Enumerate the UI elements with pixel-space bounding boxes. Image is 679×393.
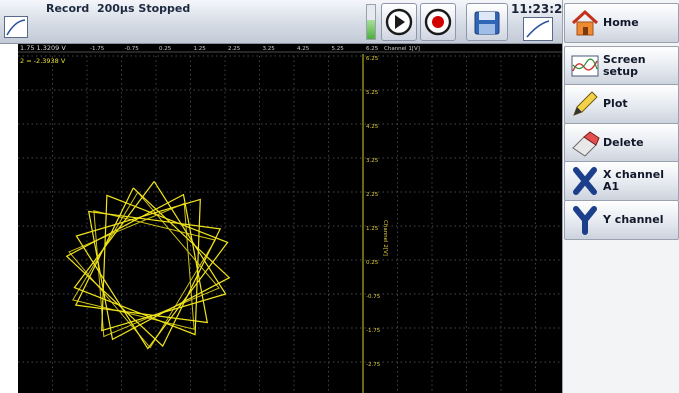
x-tick-label: -0.75 [125, 46, 140, 52]
x-channel-label: X channel A1 [603, 168, 664, 193]
y-channel-icon [573, 206, 597, 235]
y-tick-label: -1.75 [366, 328, 381, 334]
y-tick-label: -0.75 [366, 294, 381, 300]
screen-setup-button[interactable]: Screen setup [564, 46, 679, 86]
cursor-readout-1: 1.75 1.3209 V [20, 44, 66, 52]
x-tick-label: 5.25 [332, 46, 345, 52]
delete-button[interactable]: Delete [564, 123, 679, 163]
play-icon [385, 8, 413, 36]
eraser-icon [572, 131, 600, 157]
record-button[interactable] [420, 3, 456, 41]
trace-star-3 [68, 191, 220, 349]
plot-label: Plot [603, 97, 628, 110]
home-button[interactable]: Home [564, 3, 679, 43]
status-bar: Record 200µs Stopped 11:23:22 [0, 0, 571, 44]
memory-level-meter [366, 4, 376, 40]
y-axis-title: Channel 2[V] [382, 220, 388, 256]
y-tick-label: -2.75 [366, 362, 381, 368]
trace-star-2 [73, 181, 229, 350]
x-tick-label: 6.25 [366, 46, 379, 52]
x-tick-label: -1.75 [90, 46, 105, 52]
y-tick-label: 6.25 [366, 56, 379, 62]
save-disk-icon [474, 11, 500, 35]
x-channel-button[interactable]: X channel A1 [564, 161, 679, 201]
delete-label: Delete [603, 136, 644, 149]
x-tick-label: 3.25 [263, 46, 276, 52]
x-tick-label: 2.25 [228, 46, 241, 52]
y-axis: 6.25 5.25 4.25 3.25 2.25 1.25 0.25 -0.75 -1.75 -2… [362, 54, 381, 393]
record-icon [424, 8, 452, 36]
trace-preview-icon[interactable] [523, 17, 553, 41]
x-tick-label: 1.25 [194, 46, 207, 52]
screen-setup-icon [571, 55, 599, 77]
y-tick-label: 2.25 [366, 192, 379, 198]
y-tick-label: 0.25 [366, 260, 379, 266]
play-button[interactable] [381, 3, 417, 41]
xy-plot: 6.25 5.25 4.25 3.25 2.25 1.25 0.25 -0.75 -1.75 -2… [18, 44, 562, 393]
xy-plot-area[interactable]: 6.25 5.25 4.25 3.25 2.25 1.25 0.25 -0.75 -1.75 -2… [18, 44, 562, 393]
x-tick-label: 0.25 [159, 46, 172, 52]
y-tick-label: 3.25 [366, 158, 379, 164]
home-label: Home [603, 16, 639, 29]
cursor-readout-2: 2 = -2.3938 V [20, 57, 66, 65]
save-button[interactable] [466, 3, 508, 41]
screen-setup-label: Screen setup [603, 53, 646, 78]
x-axis: -1.75 -0.75 0.25 1.25 2.25 3.25 4.25 5.25 6.25 [18, 46, 562, 53]
clock: 11:23:22 [511, 2, 571, 16]
acquisition-status: Record 200µs Stopped [46, 2, 191, 15]
x-channel-icon [573, 167, 597, 195]
xy-mode-icon[interactable] [4, 16, 28, 38]
xy-trace [65, 181, 231, 350]
x-tick-label: 4.25 [297, 46, 310, 52]
pencil-icon [573, 91, 598, 116]
home-icon [571, 9, 599, 36]
y-tick-label: 5.25 [366, 90, 379, 96]
y-channel-label: Y channel [603, 213, 664, 226]
plot-grid [18, 55, 562, 393]
y-channel-button[interactable]: Y channel [564, 200, 679, 240]
sidebar-menu: Home Screen setup Plot Delete X channel A1 [562, 0, 679, 393]
plot-button[interactable]: Plot [564, 84, 679, 124]
y-tick-label: 1.25 [366, 226, 379, 232]
x-axis-title: Channel 1[V] [384, 46, 420, 52]
y-tick-label: 4.25 [366, 124, 379, 130]
